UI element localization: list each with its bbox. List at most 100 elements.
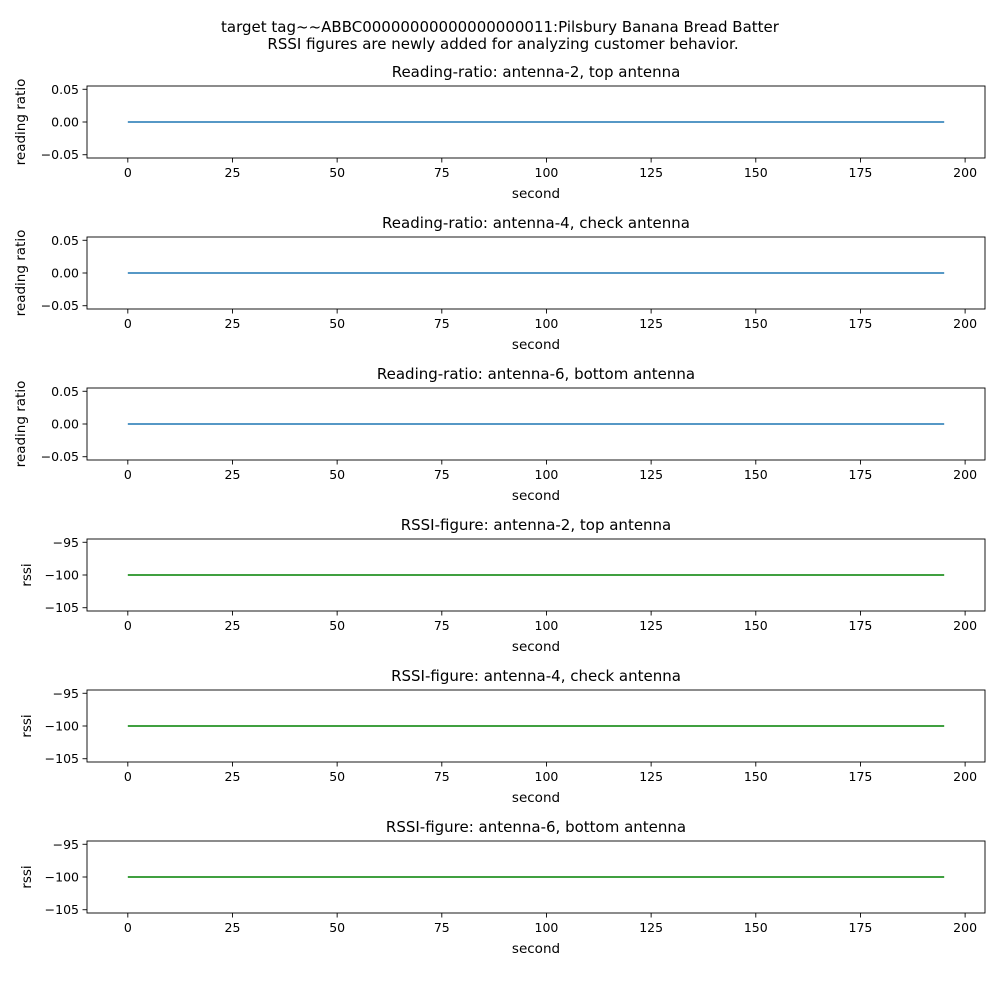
- x-tick-label: 50: [329, 467, 345, 482]
- x-tick-label: 75: [434, 316, 450, 331]
- y-axis-label: rssi: [19, 714, 35, 737]
- y-tick-label: −0.05: [41, 298, 79, 313]
- x-tick-label: 100: [535, 467, 559, 482]
- subplot-6: RSSI-figure: antenna-6, bottom antenna 0 2…: [19, 818, 986, 957]
- x-tick-label: 150: [744, 920, 768, 935]
- subplot-title: RSSI-figure: antenna-6, bottom antenna: [386, 818, 686, 836]
- x-tick-label: 0: [124, 165, 132, 180]
- x-axis-label: second: [512, 790, 560, 806]
- x-tick-label: 50: [329, 316, 345, 331]
- y-tick-label: −100: [45, 568, 79, 583]
- x-axis-label: second: [512, 941, 560, 957]
- subplot-title: Reading-ratio: antenna-2, top antenna: [392, 63, 681, 81]
- x-tick-label: 125: [639, 467, 663, 482]
- subplot-panels: Reading-ratio: antenna-2, top antenna 0 25…: [13, 63, 986, 957]
- subplot-title: Reading-ratio: antenna-4, check antenna: [382, 214, 690, 232]
- x-tick-label: 50: [329, 920, 345, 935]
- x-tick-label: 125: [639, 618, 663, 633]
- x-tick-label: 0: [124, 316, 132, 331]
- y-tick-label: −95: [53, 535, 79, 550]
- x-axis-label: second: [512, 639, 560, 655]
- y-tick-label: −105: [45, 751, 79, 766]
- x-tick-label: 175: [849, 618, 873, 633]
- x-axis-label: second: [512, 488, 560, 504]
- x-tick-label: 0: [124, 618, 132, 633]
- x-tick-label: 50: [329, 769, 345, 784]
- x-axis-label: second: [512, 186, 560, 202]
- x-tick-label: 200: [953, 920, 977, 935]
- y-tick-label: 0.05: [51, 384, 79, 399]
- y-tick-label: 0.00: [51, 115, 79, 130]
- x-tick-label: 150: [744, 618, 768, 633]
- y-tick-label: −105: [45, 902, 79, 917]
- x-tick-label: 125: [639, 165, 663, 180]
- y-tick-label: −100: [45, 870, 79, 885]
- x-tick-label: 100: [535, 769, 559, 784]
- x-tick-label: 200: [953, 769, 977, 784]
- figure-suptitle-line-1: target tag~~ABBC00000000000000000011:Pil…: [221, 18, 780, 36]
- x-tick-label: 25: [225, 467, 241, 482]
- x-tick-label: 50: [329, 165, 345, 180]
- x-tick-label: 150: [744, 467, 768, 482]
- y-axis-label: rssi: [19, 865, 35, 888]
- x-tick-label: 25: [225, 618, 241, 633]
- x-tick-label: 150: [744, 165, 768, 180]
- x-tick-label: 200: [953, 618, 977, 633]
- plot-area-frame: [86, 689, 986, 763]
- x-tick-label: 75: [434, 769, 450, 784]
- x-tick-label: 150: [744, 316, 768, 331]
- y-tick-label: 0.00: [51, 417, 79, 432]
- x-tick-label: 200: [953, 165, 977, 180]
- x-tick-label: 150: [744, 769, 768, 784]
- subplot-3: Reading-ratio: antenna-6, bottom antenna…: [13, 365, 986, 504]
- plot-area-frame: [86, 85, 986, 159]
- x-tick-label: 0: [124, 769, 132, 784]
- subplot-title: RSSI-figure: antenna-4, check antenna: [391, 667, 681, 685]
- x-tick-label: 25: [225, 920, 241, 935]
- y-tick-label: −95: [53, 837, 79, 852]
- y-tick-label: 0.05: [51, 233, 79, 248]
- x-tick-label: 175: [849, 316, 873, 331]
- plot-area-frame: [86, 387, 986, 461]
- y-axis-label: rssi: [19, 563, 35, 586]
- x-tick-label: 25: [225, 316, 241, 331]
- plot-area-frame: [86, 236, 986, 310]
- y-tick-label: −0.05: [41, 147, 79, 162]
- subplot-title: Reading-ratio: antenna-6, bottom antenna: [377, 365, 695, 383]
- x-tick-label: 0: [124, 920, 132, 935]
- subplot-2: Reading-ratio: antenna-4, check antenna 0…: [13, 214, 986, 353]
- x-tick-label: 100: [535, 316, 559, 331]
- y-tick-label: 0.00: [51, 266, 79, 281]
- subplot-4: RSSI-figure: antenna-2, top antenna 0 25 50…: [19, 516, 986, 655]
- y-axis-label: reading ratio: [13, 381, 29, 468]
- subplot-title: RSSI-figure: antenna-2, top antenna: [401, 516, 672, 534]
- x-tick-label: 75: [434, 920, 450, 935]
- y-tick-label: −0.05: [41, 449, 79, 464]
- x-tick-label: 0: [124, 467, 132, 482]
- y-axis-label: reading ratio: [13, 79, 29, 166]
- x-tick-label: 100: [535, 165, 559, 180]
- y-tick-label: −95: [53, 686, 79, 701]
- x-tick-label: 200: [953, 316, 977, 331]
- x-tick-label: 175: [849, 769, 873, 784]
- x-tick-label: 75: [434, 618, 450, 633]
- x-tick-label: 175: [849, 165, 873, 180]
- x-axis-label: second: [512, 337, 560, 353]
- y-axis-label: reading ratio: [13, 230, 29, 317]
- plot-area-frame: [86, 538, 986, 612]
- x-tick-label: 125: [639, 769, 663, 784]
- x-tick-label: 200: [953, 467, 977, 482]
- x-tick-label: 125: [639, 316, 663, 331]
- subplot-1: Reading-ratio: antenna-2, top antenna 0 25…: [13, 63, 986, 202]
- figure-suptitle-line-2: RSSI figures are newly added for analyzi…: [267, 35, 738, 53]
- x-tick-label: 175: [849, 920, 873, 935]
- x-tick-label: 125: [639, 920, 663, 935]
- x-tick-label: 175: [849, 467, 873, 482]
- y-tick-label: −100: [45, 719, 79, 734]
- plot-area-frame: [86, 840, 986, 914]
- x-tick-label: 100: [535, 618, 559, 633]
- x-tick-label: 75: [434, 467, 450, 482]
